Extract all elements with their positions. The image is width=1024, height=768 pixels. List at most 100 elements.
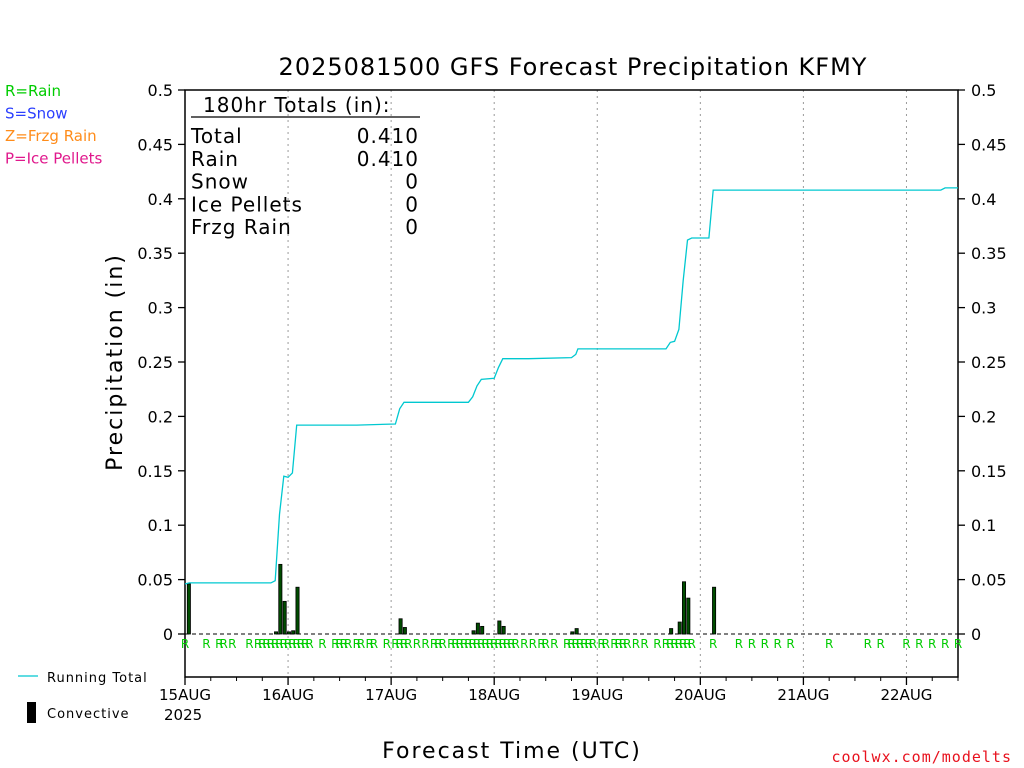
precip-type-marker: R — [542, 637, 550, 651]
precip-type-marker: R — [365, 637, 373, 651]
precip-type-marker: R — [507, 637, 515, 651]
precip-type-marker: R — [305, 637, 313, 651]
x-tick-label: 19AUG — [571, 686, 623, 704]
precip-type-marker: R — [520, 637, 528, 651]
precip-type-marker: R — [477, 637, 485, 651]
totals-row-value: 0 — [405, 192, 419, 216]
precip-type-marker: R — [550, 637, 558, 651]
totals-row-value: 0.410 — [357, 147, 419, 171]
y-tick-label: 0 — [971, 625, 981, 644]
precip-type-marker: R — [670, 637, 678, 651]
precip-type-marker: R — [396, 637, 404, 651]
y-tick-label: 0.45 — [137, 135, 173, 154]
precip-type-marker: R — [675, 637, 683, 651]
precip-type-marker: R — [529, 637, 537, 651]
x-tick-label: 17AUG — [365, 686, 417, 704]
precip-type-marker: R — [610, 637, 618, 651]
convective-bar — [186, 583, 191, 635]
precip-type-marker: R — [503, 637, 511, 651]
precip-type-marker: R — [181, 637, 189, 651]
y-tick-label: 0.25 — [137, 353, 173, 372]
convective-bar — [501, 625, 506, 635]
y-tick-label: 0.1 — [148, 516, 173, 535]
y-tick-label: 0.5 — [971, 81, 996, 100]
convective-bar — [402, 627, 407, 635]
type-legend-entry: S=Snow — [5, 105, 68, 123]
precip-type-marker: R — [228, 637, 236, 651]
precip-type-marker: R — [567, 637, 575, 651]
precip-type-marker: R — [404, 637, 412, 651]
convective-bar — [677, 621, 682, 635]
x-axis: 15AUG 16AUG 17AUG 18AUG 19AUG 20AUG 21AUG 22AUG — [159, 677, 959, 704]
precip-type-marker: R — [413, 637, 421, 651]
precip-type-marker: R — [941, 637, 949, 651]
x-tick-label: 22AUG — [880, 686, 932, 704]
precip-type-marker: R — [460, 637, 468, 651]
convective-bar — [682, 581, 687, 635]
precip-type-marker: R — [447, 637, 455, 651]
precip-type-marker: R — [271, 637, 279, 651]
type-legend-entry: P=Ice Pellets — [5, 150, 102, 168]
type-legend-entry: Z=Frzg Rain — [5, 127, 97, 145]
precip-type-marker: R — [653, 637, 661, 651]
convective-bar — [295, 586, 300, 635]
totals-panel: 180hr Totals (in): Total 0.410 Rain 0.410 Sno… — [190, 93, 420, 239]
y-tick-label: 0.4 — [148, 190, 173, 209]
precip-type-marker: R — [357, 637, 365, 651]
precip-type-marker: R — [499, 637, 507, 651]
precip-type-marker: R — [451, 637, 459, 651]
y-tick-label: 0.25 — [971, 353, 1007, 372]
x-tick-label: 21AUG — [777, 686, 829, 704]
precip-type-marker: R — [297, 637, 305, 651]
precip-type-marker: R — [679, 637, 687, 651]
convective-bar — [669, 628, 674, 635]
totals-row-label: Rain — [191, 147, 239, 171]
series-legend: Running Total Convective — [18, 671, 148, 723]
running-total-line — [184, 187, 958, 585]
precip-type-marker: R — [589, 637, 597, 651]
precip-type-marker: R — [761, 637, 769, 651]
convective-bar — [398, 618, 403, 635]
precip-type-marker: R — [335, 637, 343, 651]
y-tick-label: 0 — [163, 625, 173, 644]
y-tick-label: 0.2 — [148, 407, 173, 426]
precip-type-marker: R — [254, 637, 262, 651]
precip-type-marker: R — [615, 637, 623, 651]
credit-link[interactable]: coolwx.com/modelts — [831, 748, 1012, 766]
precip-type-marker: R — [340, 637, 348, 651]
precip-type-marker: R — [773, 637, 781, 651]
precip-type-marker: R — [512, 637, 520, 651]
precip-type-marker: R — [301, 637, 309, 651]
precip-type-marker: R — [585, 637, 593, 651]
precip-type-marker: R — [288, 637, 296, 651]
precip-type-marker: R — [469, 637, 477, 651]
precip-type-marker: R — [602, 637, 610, 651]
precip-type-legend: R=Rain S=Snow Z=Frzg Rain P=Ice Pellets — [5, 82, 102, 168]
convective-legend-swatch — [27, 702, 36, 723]
totals-header: 180hr Totals (in): — [203, 93, 391, 117]
precip-type-marker: R — [473, 637, 481, 651]
x-tick-label: 18AUG — [468, 686, 520, 704]
precip-type-marker: R — [421, 637, 429, 651]
totals-row-label: Snow — [191, 170, 249, 194]
convective-bars — [186, 563, 717, 635]
running-total-legend-label: Running Total — [47, 671, 148, 686]
precip-type-marker: R — [640, 637, 648, 651]
totals-row-label: Total — [190, 124, 243, 148]
precip-type-marker: R — [481, 637, 489, 651]
precip-type-marker: R — [563, 637, 571, 651]
y-tick-label: 0.05 — [137, 571, 173, 590]
convective-legend-label: Convective — [47, 707, 130, 722]
precip-type-marker: R — [370, 637, 378, 651]
precip-type-marker: R — [430, 637, 438, 651]
totals-row-label: Ice Pellets — [191, 192, 303, 216]
precip-type-marker: R — [688, 637, 696, 651]
precip-type-marker: R — [262, 637, 270, 651]
y-tick-label: 0.05 — [971, 571, 1007, 590]
year-label: 2025 — [164, 706, 202, 724]
precip-type-marker: R — [284, 637, 292, 651]
precip-type-marker: R — [490, 637, 498, 651]
totals-row-value: 0 — [405, 170, 419, 194]
precip-type-marker: R — [353, 637, 361, 651]
